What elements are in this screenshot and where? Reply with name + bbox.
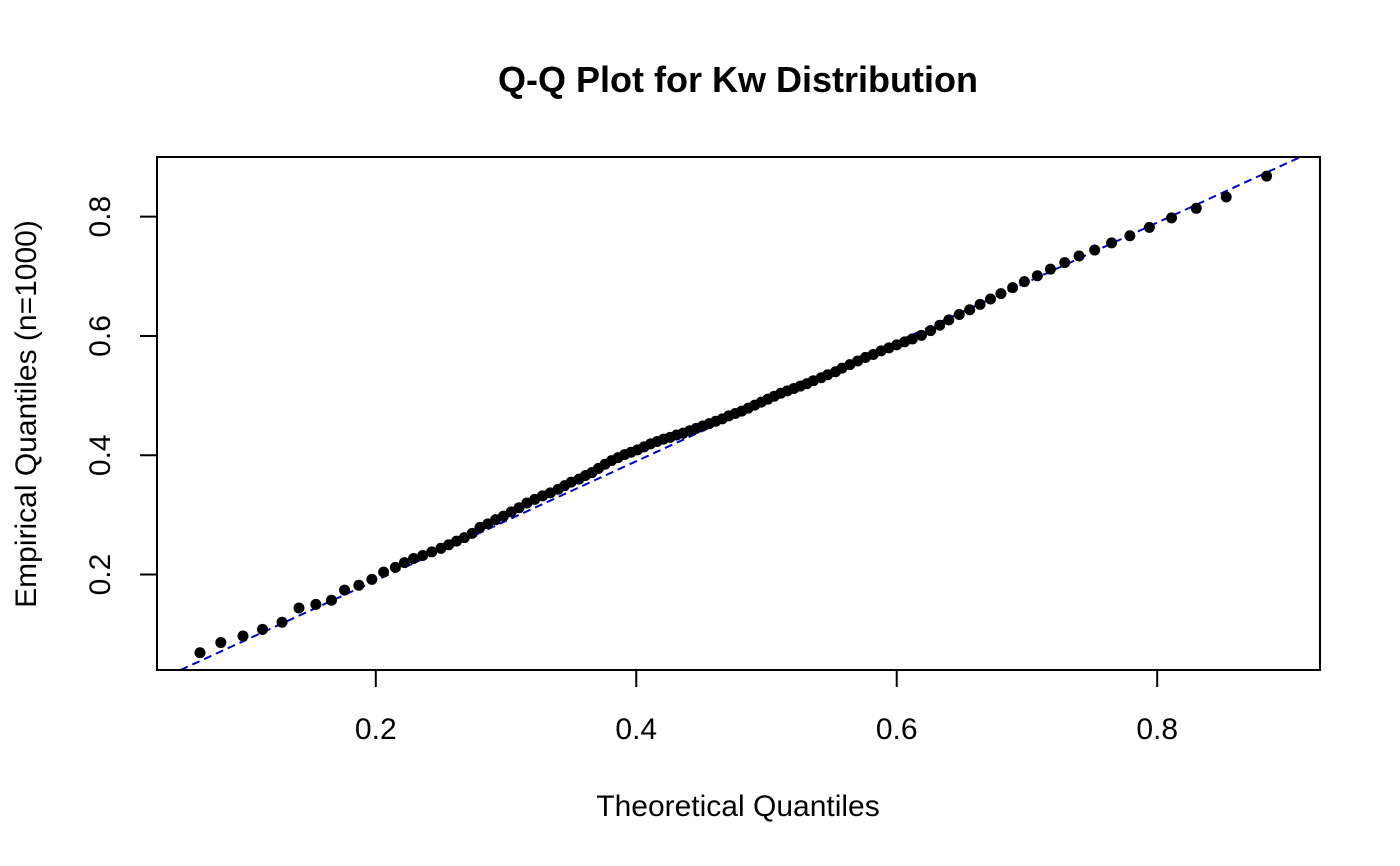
y-axis: 0.2 0.4 0.6 0.8	[84, 196, 157, 596]
data-point	[310, 598, 322, 610]
data-point	[326, 594, 338, 606]
data-point	[953, 308, 965, 320]
data-point	[974, 298, 986, 310]
data-point	[1106, 237, 1118, 249]
x-tick-label: 0.2	[355, 713, 397, 746]
data-point	[426, 546, 438, 558]
data-point	[1143, 221, 1155, 233]
data-point	[293, 602, 305, 614]
data-point	[256, 623, 268, 635]
y-tick-label: 0.6	[84, 315, 117, 357]
data-point	[398, 557, 410, 569]
x-axis-label: Theoretical Quantiles	[596, 790, 879, 823]
data-point	[466, 527, 478, 539]
chart-title: Q-Q Plot for Kw Distribution	[498, 59, 978, 100]
data-point	[417, 549, 429, 561]
data-point	[1220, 191, 1232, 203]
data-point	[925, 325, 937, 337]
data-point	[906, 333, 918, 345]
data-point	[276, 616, 288, 628]
data-point	[1124, 230, 1136, 242]
data-point	[366, 573, 378, 585]
x-tick-label: 0.4	[615, 713, 657, 746]
y-tick-label: 0.4	[84, 434, 117, 476]
data-point	[1059, 257, 1071, 269]
plot-frame	[156, 156, 1321, 671]
data-point	[237, 630, 249, 642]
data-point	[943, 314, 955, 326]
data-point	[1044, 263, 1056, 275]
data-point	[934, 319, 946, 331]
data-point	[215, 637, 227, 649]
y-axis-label: Empirical Quantiles (n=1000)	[10, 220, 43, 608]
points-group	[194, 170, 1273, 659]
y-tick-label: 0.8	[84, 196, 117, 238]
data-point	[1031, 270, 1043, 282]
data-point	[1166, 212, 1178, 224]
data-point	[1261, 170, 1273, 182]
data-point	[915, 329, 927, 341]
data-point	[339, 584, 351, 596]
data-point	[194, 647, 206, 659]
data-point	[985, 293, 997, 305]
data-point	[378, 566, 390, 578]
x-axis: 0.2 0.4 0.6 0.8	[355, 670, 1178, 746]
data-point	[1089, 244, 1101, 256]
data-point	[1073, 250, 1085, 262]
data-point	[964, 304, 976, 316]
x-tick-label: 0.6	[876, 713, 918, 746]
data-point	[995, 288, 1007, 300]
data-point	[1018, 276, 1030, 288]
data-point	[1007, 282, 1019, 294]
x-tick-label: 0.8	[1136, 713, 1178, 746]
data-point	[389, 561, 401, 573]
y-tick-label: 0.2	[84, 554, 117, 596]
data-point	[408, 552, 420, 564]
data-point	[1190, 202, 1202, 214]
data-point	[353, 579, 365, 591]
